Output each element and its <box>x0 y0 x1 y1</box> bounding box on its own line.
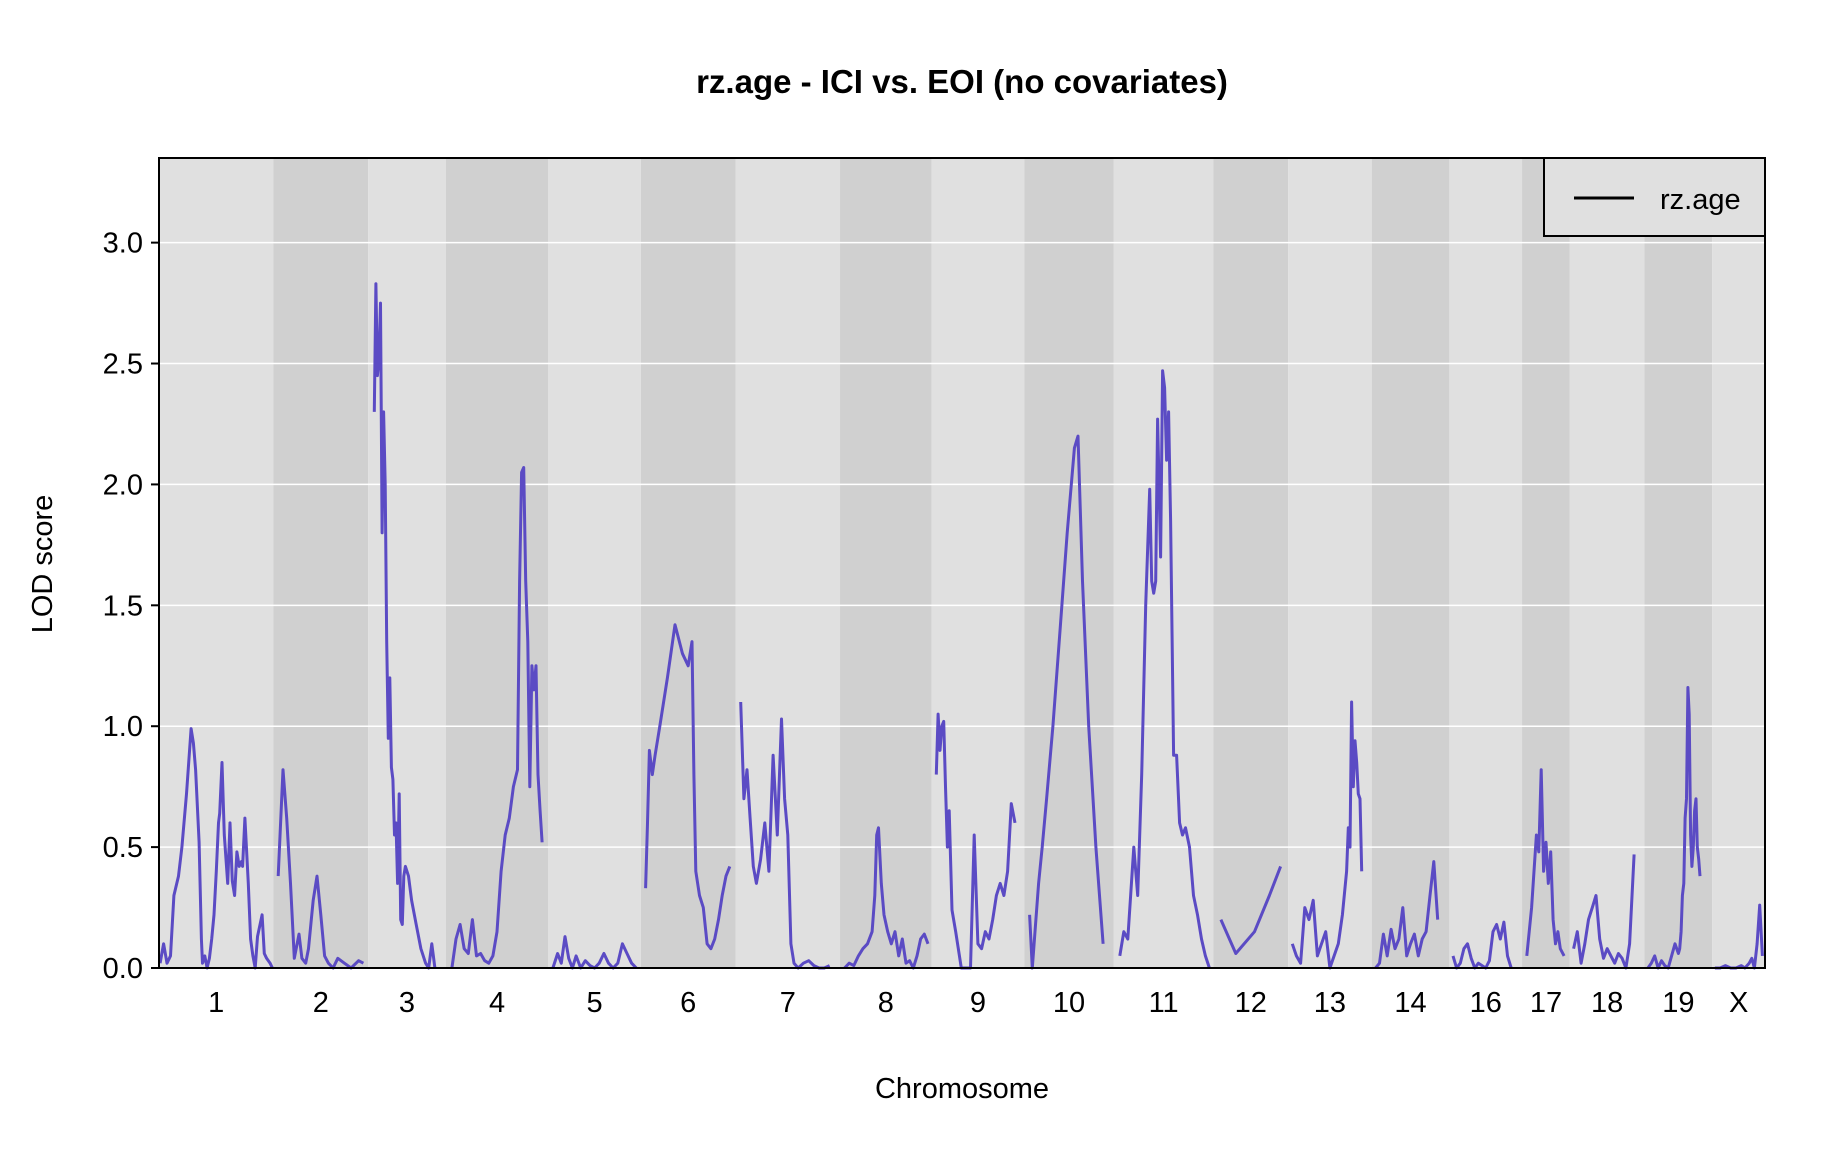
chromosome-band-5 <box>548 158 641 968</box>
x-tick-label-16: 16 <box>1470 987 1502 1019</box>
y-tick-label-4: 2.0 <box>103 469 143 501</box>
x-tick-label-2: 2 <box>313 987 329 1019</box>
x-tick-label-11: 11 <box>1149 987 1179 1019</box>
x-tick-label-9: 9 <box>970 987 986 1019</box>
y-tick-label-0: 0.0 <box>103 953 143 985</box>
chromosome-band-3 <box>368 158 446 968</box>
chromosome-band-4 <box>445 158 549 968</box>
x-tick-label-19: 19 <box>1662 987 1694 1019</box>
x-tick-label-12: 12 <box>1235 987 1267 1019</box>
chromosome-band-14 <box>1371 158 1450 968</box>
y-tick-label-3: 1.5 <box>103 590 143 622</box>
chart-title: rz.age - ICI vs. EOI (no covariates) <box>696 63 1228 100</box>
chromosome-band-12 <box>1213 158 1289 968</box>
lod-line-chr-17 <box>1525 768 1566 957</box>
lod-line-chr-2 <box>276 768 365 970</box>
lod-line-chr-10 <box>1028 434 1105 970</box>
x-tick-label-17: 17 <box>1530 987 1562 1019</box>
y-tick-label-6: 3.0 <box>103 228 143 260</box>
x-tick-label-6: 6 <box>680 987 696 1019</box>
chromosome-band-1 <box>159 158 274 968</box>
y-axis: 0.0 0.5 1.0 1.5 2.0 2.5 3.0 <box>103 228 159 985</box>
chromosome-band-11 <box>1113 158 1214 968</box>
x-tick-label-5: 5 <box>587 987 603 1019</box>
lod-line-chr-18 <box>1572 854 1636 970</box>
lod-line-chr-8 <box>843 826 930 970</box>
lod-line-chr-7 <box>739 701 831 970</box>
chromosome-bands <box>159 158 1765 968</box>
x-axis-label: Chromosome <box>875 1073 1049 1105</box>
chromosome-band-13 <box>1288 158 1372 968</box>
legend-label: rz.age <box>1660 184 1741 216</box>
lod-line-chr-5 <box>551 935 638 970</box>
x-tick-label-7: 7 <box>780 987 796 1019</box>
y-axis-label: LOD score <box>27 495 59 634</box>
chromosome-band-10 <box>1024 158 1114 968</box>
chromosome-band-17 <box>1522 158 1570 968</box>
chromosome-band-X <box>1712 158 1765 968</box>
lod-line-chr-6 <box>644 623 732 951</box>
x-tick-label-X: X <box>1729 987 1748 1019</box>
x-tick-label-3: 3 <box>399 987 415 1019</box>
lod-line-chr-4 <box>450 466 544 969</box>
chromosome-band-2 <box>273 158 369 968</box>
y-tick-label-1: 0.5 <box>103 832 143 864</box>
lod-line-chr-13 <box>1290 700 1364 970</box>
chromosome-band-16 <box>1449 158 1523 968</box>
legend: rz.age <box>1543 157 1766 237</box>
x-tick-label-14: 14 <box>1394 987 1426 1019</box>
x-axis: 1 2 3 4 5 6 7 8 9 10 11 12 13 14 16 17 18 19 X <box>208 987 1748 1019</box>
x-tick-label-8: 8 <box>878 987 894 1019</box>
x-tick-label-1: 1 <box>208 987 224 1019</box>
chromosome-band-8 <box>840 158 932 968</box>
x-tick-label-4: 4 <box>489 987 505 1019</box>
lod-line-chr-14 <box>1374 860 1440 969</box>
y-tick-label-2: 1.0 <box>103 711 143 743</box>
lod-line-chr-19 <box>1646 686 1702 970</box>
plot-frame <box>158 157 1766 969</box>
y-tick-label-5: 2.5 <box>103 349 143 381</box>
chromosome-band-19 <box>1644 158 1713 968</box>
chromosome-band-6 <box>640 158 736 968</box>
x-tick-label-18: 18 <box>1591 987 1623 1019</box>
lod-line-chr-16 <box>1451 920 1513 970</box>
chromosome-band-18 <box>1569 158 1645 968</box>
x-tick-label-10: 10 <box>1053 987 1085 1019</box>
lod-line-chr-3 <box>372 282 437 970</box>
lod-line-chr-12 <box>1219 865 1282 955</box>
lod-line-chr-1 <box>158 727 274 970</box>
lod-line-chr-11 <box>1118 369 1211 969</box>
x-tick-label-13: 13 <box>1314 987 1346 1019</box>
